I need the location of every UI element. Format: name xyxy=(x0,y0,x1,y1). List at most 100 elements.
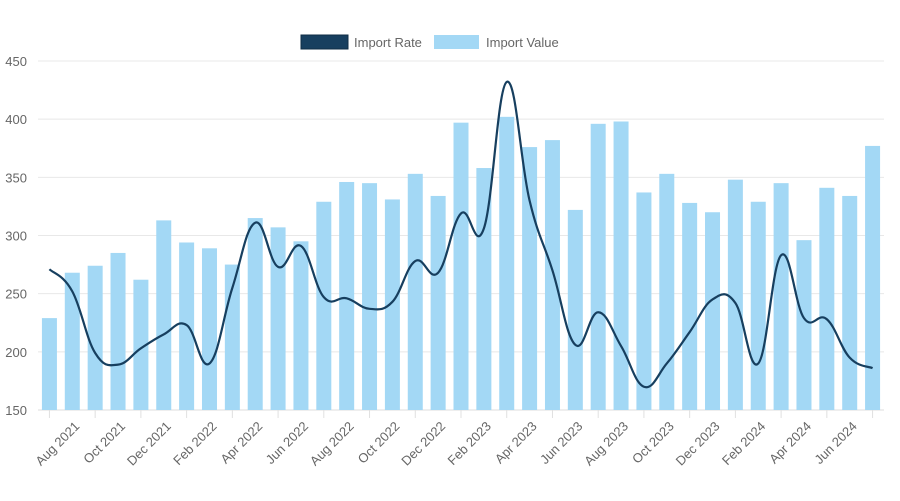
import-rate-point[interactable] xyxy=(137,344,145,352)
y-tick-label: 300 xyxy=(5,229,27,244)
import-rate-point[interactable] xyxy=(251,219,259,227)
import-rate-point[interactable] xyxy=(434,269,442,277)
import-rate-point[interactable] xyxy=(823,315,831,323)
bar-jan-2024[interactable] xyxy=(727,179,743,410)
x-tick-label: Feb 2024 xyxy=(719,419,768,468)
import-rate-point[interactable] xyxy=(480,225,488,233)
x-tick-label: Aug 2022 xyxy=(307,419,357,469)
import-rate-point[interactable] xyxy=(640,383,648,391)
import-rate-point[interactable] xyxy=(343,294,351,302)
x-tick-label: Feb 2023 xyxy=(445,419,494,468)
bar-jun-2024[interactable] xyxy=(842,195,858,410)
import-rate-point[interactable] xyxy=(114,361,122,369)
bar-jul-2023[interactable] xyxy=(590,123,606,410)
import-rate-point[interactable] xyxy=(617,342,625,350)
bar-dec-2023[interactable] xyxy=(705,212,721,410)
bar-jul-2024[interactable] xyxy=(865,145,881,410)
legend-item-import-value[interactable]: Import Value xyxy=(434,35,559,50)
import-rate-point[interactable] xyxy=(663,359,671,367)
x-tick-label: Dec 2023 xyxy=(673,419,723,469)
bar-jun-2023[interactable] xyxy=(567,209,583,410)
x-tick-label: Oct 2022 xyxy=(355,419,403,467)
import-rate-point[interactable] xyxy=(548,266,556,274)
bar-nov-2023[interactable] xyxy=(682,202,698,410)
import-rate-point[interactable] xyxy=(571,341,579,349)
import-rate-point[interactable] xyxy=(320,293,328,301)
bar-feb-2023[interactable] xyxy=(476,168,492,410)
import-rate-point[interactable] xyxy=(228,284,236,292)
import-rate-point[interactable] xyxy=(160,330,168,338)
bar-jan-2023[interactable] xyxy=(453,122,469,410)
import-rate-point[interactable] xyxy=(411,257,419,265)
x-tick-label: Jun 2024 xyxy=(811,419,859,467)
import-rate-point[interactable] xyxy=(45,265,53,273)
legend-swatch-import-value xyxy=(434,35,479,49)
import-rate-point[interactable] xyxy=(457,209,465,217)
bar-sep-2023[interactable] xyxy=(636,192,652,410)
x-tick-label: Jun 2022 xyxy=(263,419,311,467)
bar-mar-2024[interactable] xyxy=(773,183,789,410)
import-rate-point[interactable] xyxy=(205,359,213,367)
legend-item-import-rate[interactable]: Import Rate xyxy=(300,34,422,50)
bar-jul-2021[interactable] xyxy=(41,318,57,410)
y-tick-label: 250 xyxy=(5,287,27,302)
bar-mar-2023[interactable] xyxy=(499,116,515,410)
bar-jul-2022[interactable] xyxy=(316,201,332,410)
import-rate-point[interactable] xyxy=(846,354,854,362)
x-tick-label: Aug 2023 xyxy=(581,419,631,469)
bar-dec-2021[interactable] xyxy=(156,220,172,410)
import-rate-point[interactable] xyxy=(777,251,785,259)
import-rate-point[interactable] xyxy=(297,242,305,250)
legend: Import Rate Import Value xyxy=(300,34,559,50)
import-rate-point[interactable] xyxy=(503,78,511,86)
import-rate-point[interactable] xyxy=(366,305,374,313)
bar-feb-2022[interactable] xyxy=(201,248,217,410)
bar-oct-2021[interactable] xyxy=(110,252,126,410)
bar-may-2023[interactable] xyxy=(544,140,560,410)
x-tick-label: Oct 2021 xyxy=(80,419,128,467)
import-rate-point[interactable] xyxy=(594,308,602,316)
bar-may-2024[interactable] xyxy=(819,187,835,410)
x-tick-label: Dec 2022 xyxy=(398,419,448,469)
x-tick-label: Feb 2022 xyxy=(170,419,219,468)
bar-sep-2022[interactable] xyxy=(362,183,378,410)
bar-nov-2022[interactable] xyxy=(407,173,423,410)
x-tick-label: Aug 2021 xyxy=(32,419,82,469)
bar-dec-2022[interactable] xyxy=(430,195,446,410)
bar-apr-2022[interactable] xyxy=(247,218,263,410)
import-rate-line[interactable] xyxy=(48,80,874,389)
import-rate-point[interactable] xyxy=(709,295,717,303)
x-tick-label: Apr 2023 xyxy=(492,419,540,467)
bar-jun-2022[interactable] xyxy=(293,241,309,410)
bar-feb-2024[interactable] xyxy=(750,201,766,410)
y-tick-label: 450 xyxy=(5,54,27,69)
bar-oct-2023[interactable] xyxy=(659,173,675,410)
import-rate-point[interactable] xyxy=(731,299,739,307)
x-tick-label: Dec 2021 xyxy=(124,419,174,469)
import-rate-point[interactable] xyxy=(183,321,191,329)
import-rate-point[interactable] xyxy=(686,328,694,336)
bar-nov-2021[interactable] xyxy=(133,279,149,410)
y-tick-label: 400 xyxy=(5,112,27,127)
bar-oct-2022[interactable] xyxy=(384,199,400,410)
import-rate-point[interactable] xyxy=(800,314,808,322)
bar-may-2022[interactable] xyxy=(270,227,286,410)
y-axis: 150 200 250 300 350 400 450 xyxy=(5,54,27,418)
import-rate-point[interactable] xyxy=(91,349,99,357)
y-tick-label: 350 xyxy=(5,170,27,185)
bar-aug-2022[interactable] xyxy=(339,181,355,410)
x-tick-label: Oct 2023 xyxy=(629,419,677,467)
import-rate-point[interactable] xyxy=(526,197,534,205)
bar-sep-2021[interactable] xyxy=(87,265,103,410)
import-rate-point[interactable] xyxy=(754,359,762,367)
import-rate-point[interactable] xyxy=(869,364,877,372)
legend-label-import-rate: Import Rate xyxy=(354,35,422,50)
import-rate-point[interactable] xyxy=(388,298,396,306)
import-rate-point[interactable] xyxy=(68,287,76,295)
bar-apr-2023[interactable] xyxy=(522,147,538,410)
bar-aug-2021[interactable] xyxy=(64,272,80,410)
bar-aug-2023[interactable] xyxy=(613,121,629,410)
bar-apr-2024[interactable] xyxy=(796,240,812,410)
import-rate-point[interactable] xyxy=(274,263,282,271)
